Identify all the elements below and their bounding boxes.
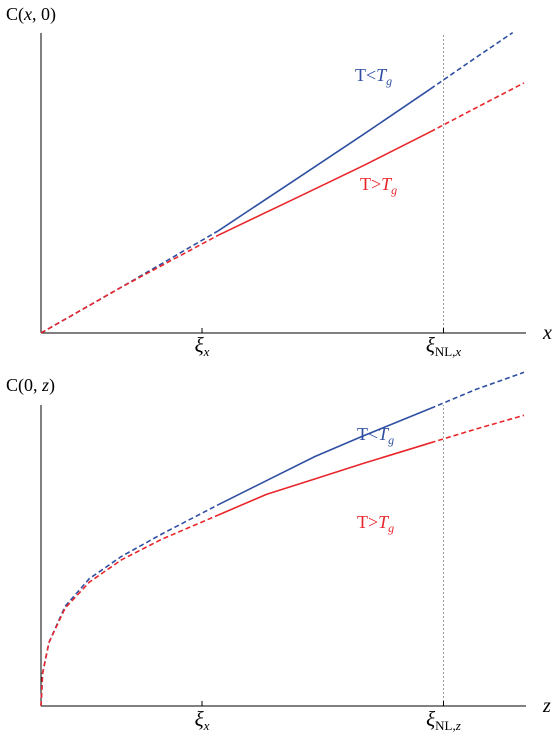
panel2-y-axis-label: C(0, z): [6, 375, 55, 396]
panel1-series-below-tg-dashed-segment-3: [430, 31, 514, 90]
panel2-series-below-tg-dashed-segment-3: [430, 371, 525, 410]
panel2-x-tick-label-1: ξx: [195, 707, 210, 733]
panel2-series-label-1: T<Tg: [357, 424, 394, 447]
panel1-x-tick-label-1: ξx: [195, 333, 210, 359]
panel1-x-tick-label-2: ξNL,x: [426, 333, 462, 359]
panel2-series-above-tg-solid-segment-2: [217, 442, 431, 516]
panel1-series-below-tg-dashed-segment-1: [40, 230, 219, 334]
panel1-series-above-tg-solid-segment-2: [217, 130, 431, 237]
panel1-series-label-2: T>Tg: [360, 174, 397, 197]
panel1-series-above-tg-dashed-segment-1: [40, 234, 219, 334]
panel2-series-above-tg-dashed-segment-1: [40, 514, 219, 707]
panel2-series-above-tg-dashed-segment-3: [430, 414, 525, 444]
panel1-series-label-1: T<Tg: [355, 65, 392, 88]
panel1-y-axis-label: C(x, 0): [6, 4, 56, 25]
panel2-series-label-2: T>Tg: [357, 512, 394, 535]
panel1-x-axis-label: x: [542, 322, 552, 344]
panel2-series-below-tg-dashed-segment-1: [40, 504, 219, 707]
panel2-x-axis-label: z: [542, 695, 551, 717]
panel1-series-above-tg-dashed-segment-3: [430, 82, 525, 133]
panel2-x-tick-label-2: ξNL,z: [426, 707, 461, 733]
panel1-series-below-tg-solid-segment-2: [217, 88, 432, 232]
panel2-series-below-tg-solid-segment-2: [217, 407, 431, 506]
